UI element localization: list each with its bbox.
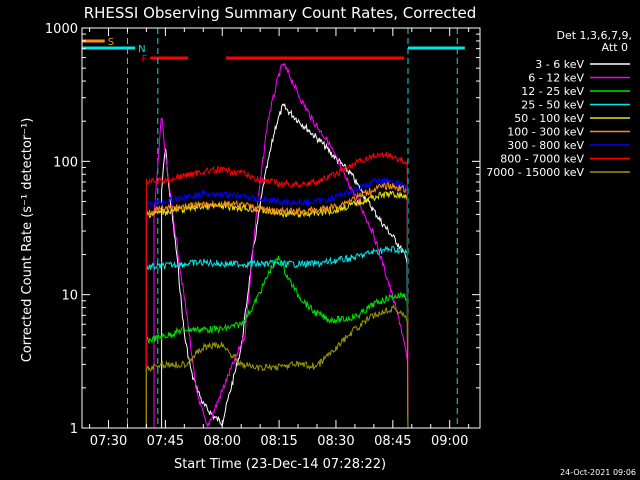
legend-label-0: 3 - 6 keV (535, 58, 584, 71)
y-tick-label-1: 10 (61, 289, 78, 304)
legend-header-line-2: Att 0 (602, 41, 628, 54)
legend-label-1: 6 - 12 keV (528, 72, 584, 85)
chart-title: RHESSI Observing Summary Count Rates, Co… (84, 4, 477, 22)
y-tick-label-3: 1000 (45, 22, 78, 37)
y-tick-label-2: 100 (53, 155, 78, 170)
series-line-5 (145, 180, 409, 429)
series-line-8 (145, 303, 409, 429)
legend-label-2: 12 - 25 keV (521, 85, 584, 98)
flag-label-n: N (138, 44, 145, 55)
x-tick-label-1: 07:45 (147, 434, 184, 449)
footer-date: 24-Oct-2021 09:06 (560, 468, 636, 477)
x-tick-label-0: 07:30 (90, 434, 127, 449)
legend-label-3: 25 - 50 keV (521, 99, 584, 112)
x-tick-label-3: 08:15 (260, 434, 297, 449)
y-axis-label: Corrected Count Rate (s⁻¹ detector⁻¹) (20, 118, 35, 363)
series-line-2 (145, 255, 409, 429)
legend-label-8: 7000 - 15000 keV (486, 166, 584, 179)
observing-flags: S NF (82, 37, 465, 65)
x-axis-label: Start Time (23-Dec-14 07:28:22) (174, 457, 386, 472)
flag-label-s: S (108, 37, 114, 48)
series-line-6 (145, 177, 409, 429)
x-tick-label-6: 09:00 (431, 434, 468, 449)
legend-label-7: 800 - 7000 keV (500, 153, 584, 166)
x-tick-label-5: 08:45 (374, 434, 411, 449)
flag-label-f: F (141, 54, 147, 65)
axes: 1 10 100 1000 07:30 07:45 08:00 08:15 08:30 08:45… (45, 22, 481, 449)
y-tick-label-0: 1 (70, 422, 78, 437)
legend-label-4: 50 - 100 keV (514, 112, 584, 125)
series-line-1 (153, 62, 409, 429)
series-layer (145, 62, 409, 429)
legend-header-line-1: Det 1,3,6,7,9, (556, 29, 632, 42)
plot-frame (81, 27, 481, 429)
legend-label-5: 100 - 300 keV (507, 126, 584, 139)
series-line-3 (145, 245, 409, 429)
x-tick-label-4: 08:30 (317, 434, 354, 449)
legend-label-6: 300 - 800 keV (507, 139, 584, 152)
x-tick-label-2: 08:00 (204, 434, 241, 449)
series-line-7 (145, 151, 409, 429)
